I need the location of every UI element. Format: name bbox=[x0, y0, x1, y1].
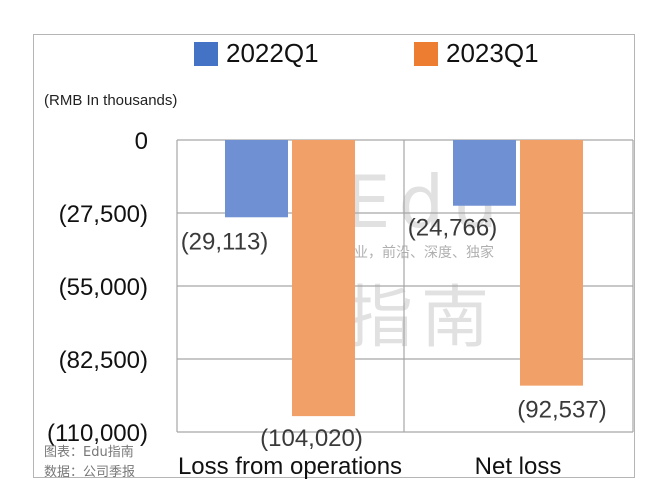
legend-label-2022q1: 2022Q1 bbox=[226, 38, 319, 68]
legend-swatch-2023q1 bbox=[414, 41, 438, 66]
bar-2023q1 bbox=[292, 140, 355, 417]
data-label: (92,537) bbox=[517, 397, 606, 424]
chart-frame bbox=[33, 34, 635, 478]
bar-2022q1 bbox=[453, 140, 516, 206]
y-tick-label: (82,500) bbox=[59, 347, 148, 374]
chart-legend: 2022Q1 2023Q1 bbox=[0, 38, 668, 68]
legend-label-2023q1: 2023Q1 bbox=[446, 38, 539, 68]
footer-chart-source: 图表：Edu指南 bbox=[44, 445, 134, 460]
y-tick-label: (110,000) bbox=[47, 420, 148, 447]
y-tick-label: (55,000) bbox=[59, 274, 148, 301]
y-tick-label: 0 bbox=[135, 128, 148, 155]
data-label: (104,020) bbox=[260, 425, 363, 452]
x-category-label: Loss from operations bbox=[178, 453, 402, 480]
y-tick-label: (27,500) bbox=[59, 201, 148, 228]
data-label: (29,113) bbox=[181, 228, 269, 255]
legend-swatch-2022q1 bbox=[194, 41, 218, 66]
footer-data-source: 数据：公司季报 bbox=[44, 465, 136, 480]
bar-2023q1 bbox=[520, 140, 583, 386]
bar-2022q1 bbox=[225, 140, 288, 218]
unit-label: (RMB In thousands) bbox=[44, 92, 178, 109]
legend-item-2023q1: 2023Q1 bbox=[414, 38, 539, 69]
legend-item-2022q1: 2022Q1 bbox=[194, 38, 319, 69]
data-label: (24,766) bbox=[408, 215, 497, 242]
x-category-label: Net loss bbox=[475, 453, 562, 480]
